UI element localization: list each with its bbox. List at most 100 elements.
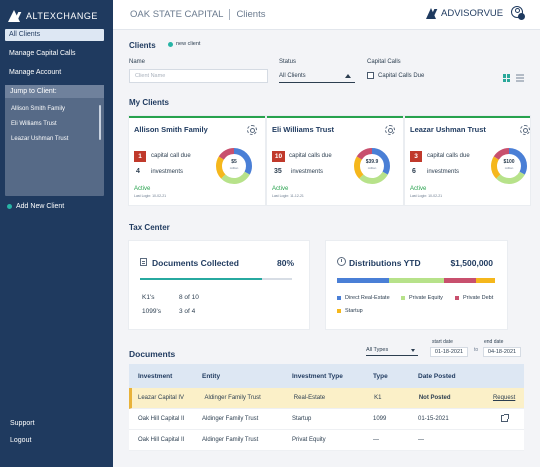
logo-icon xyxy=(8,10,24,22)
brand-text: ADVISORVUE xyxy=(441,8,504,19)
status-badge: Active xyxy=(134,186,151,192)
table-row[interactable]: Oak Hill Capital II Aldinger Family Trus… xyxy=(129,430,524,451)
add-client-label: Add New Client xyxy=(16,203,65,210)
table-row[interactable]: Leazar Capital IV Aldinger Family Trust … xyxy=(129,388,524,409)
cell-investment: Oak Hill Capital II xyxy=(138,416,185,422)
legend-label: Private Equity xyxy=(409,295,443,301)
status-select[interactable]: All Clients xyxy=(279,69,355,83)
cell-entity: Aldinger Family Trust xyxy=(202,437,259,443)
investments-count: 4 xyxy=(136,168,140,175)
legend-label: Direct Real-Estate xyxy=(345,295,390,301)
user-icon[interactable] xyxy=(511,6,523,18)
logo: ALTEXCHANGE xyxy=(8,9,98,23)
my-clients-title: My Clients xyxy=(129,98,170,107)
col-investment[interactable]: Investment xyxy=(138,372,173,380)
allocation-donut xyxy=(216,148,252,184)
client-card[interactable]: Eli Williams Trust 10 capital calls due … xyxy=(267,116,403,205)
investments-label: investments xyxy=(427,169,460,175)
nav-all-clients[interactable]: All Clients xyxy=(5,29,104,41)
col-type[interactable]: Type xyxy=(373,372,388,380)
grid-view-icon[interactable] xyxy=(503,74,511,82)
col-entity[interactable]: Entity xyxy=(202,372,221,380)
cell-entity: Aldinger Family Trust xyxy=(202,416,259,422)
nav-manage-capital-calls[interactable]: Manage Capital Calls xyxy=(9,50,76,57)
nav-manage-account[interactable]: Manage Account xyxy=(9,69,62,76)
gear-icon[interactable] xyxy=(385,125,395,135)
legend-swatch xyxy=(337,309,341,313)
cell-investment-type: Startup xyxy=(292,416,312,422)
k1-label: K1's xyxy=(142,294,155,301)
breadcrumb-separator xyxy=(229,9,231,20)
sidebar: ALTEXCHANGE All Clients Manage Capital C… xyxy=(0,0,113,467)
jump-scrollbar[interactable] xyxy=(99,105,101,140)
legend-label: Private Debt xyxy=(463,295,494,301)
capital-call-label: capital calls due xyxy=(289,153,332,159)
documents-collected-card: Documents Collected 80% K1's 8 of 10 109… xyxy=(129,241,309,329)
cell-type: 1099 xyxy=(373,416,387,422)
capital-call-count: 3 xyxy=(410,151,422,162)
org-name: OAK STATE CAPITAL xyxy=(130,9,224,21)
request-link[interactable]: Request xyxy=(492,395,516,401)
client-name: Allison Smith Family xyxy=(134,125,208,134)
tax-center-title: Tax Center xyxy=(129,223,170,232)
k1-value: 8 of 10 xyxy=(179,294,199,301)
col-investment-type[interactable]: Investment Type xyxy=(292,372,343,380)
documents-table: Investment Entity Investment Type Type D… xyxy=(129,364,524,451)
list-view-icon[interactable] xyxy=(516,74,524,82)
end-date-input[interactable]: 04-18-2021 xyxy=(483,347,521,357)
clock-icon xyxy=(337,257,346,266)
status-badge: Active xyxy=(272,186,289,192)
jump-title: Jump to Client: xyxy=(5,85,104,98)
distribution-segment xyxy=(444,278,477,283)
last-login: Last Login: 11-12-21 xyxy=(272,194,304,198)
allocation-donut xyxy=(354,148,390,184)
last-login: Last Login: 10-02-21 xyxy=(134,194,167,198)
user-badge-icon xyxy=(518,13,525,20)
brand: ADVISORVUE xyxy=(426,8,503,19)
legend-startup: Startup xyxy=(337,308,363,314)
capital-call-count: 10 xyxy=(272,151,285,162)
add-new-client-button[interactable]: Add New Client xyxy=(7,203,64,210)
jump-item-leazar-ushman[interactable]: Leazar Ushman Trust xyxy=(11,136,69,142)
jump-item-allison-smith[interactable]: Allison Smith Family xyxy=(11,106,66,112)
donut-unit: million xyxy=(229,166,239,170)
checkbox-label: Capital Calls Due xyxy=(378,72,425,79)
legend-label: Startup xyxy=(345,308,363,314)
document-type-select[interactable]: All Types xyxy=(366,345,418,356)
gear-icon[interactable] xyxy=(520,125,530,135)
external-link-icon[interactable] xyxy=(500,413,509,422)
page-title: Clients xyxy=(236,9,266,21)
cell-investment: Oak Hill Capital II xyxy=(138,437,185,443)
nav-logout[interactable]: Logout xyxy=(10,437,32,444)
new-client-button[interactable]: new client xyxy=(168,41,200,47)
distribution-segment xyxy=(389,278,445,283)
distributions-amount: $1,500,000 xyxy=(450,258,493,268)
legend-private-equity: Private Equity xyxy=(401,295,443,301)
caret-up-icon xyxy=(345,74,351,78)
documents-collected-percent: 80% xyxy=(276,258,294,268)
cell-investment-type: Privat Equity xyxy=(292,437,326,443)
legend-swatch xyxy=(401,296,405,300)
client-card[interactable]: Leazar Ushman Trust 3 capital calls due … xyxy=(405,116,530,205)
investments-count: 35 xyxy=(274,168,282,175)
gear-icon[interactable] xyxy=(247,125,257,135)
col-date-posted[interactable]: Date Posted xyxy=(418,372,456,380)
capital-calls-label: Capital Calls xyxy=(367,59,401,65)
client-name-input[interactable]: Client Name xyxy=(129,69,268,83)
1099-value: 3 of 4 xyxy=(179,308,196,315)
end-date-label: end date xyxy=(484,339,504,345)
start-date-input[interactable]: 01-18-2021 xyxy=(430,347,468,357)
name-label: Name xyxy=(129,59,146,65)
donut-amount: $100 xyxy=(503,159,515,165)
table-row[interactable]: Oak Hill Capital II Aldinger Family Trus… xyxy=(129,409,524,430)
legend-swatch xyxy=(337,296,341,300)
client-card[interactable]: Allison Smith Family 1 capital call due … xyxy=(129,116,265,205)
new-client-label: new client xyxy=(176,41,201,47)
documents-progress-track xyxy=(140,278,292,280)
checkbox-icon[interactable] xyxy=(367,72,374,79)
nav-support[interactable]: Support xyxy=(10,420,35,427)
to-label: to xyxy=(474,347,479,353)
capital-calls-due-checkbox[interactable]: Capital Calls Due xyxy=(367,72,424,79)
1099-label: 1099's xyxy=(142,308,161,315)
jump-item-eli-williams[interactable]: Eli Williams Trust xyxy=(11,121,57,127)
